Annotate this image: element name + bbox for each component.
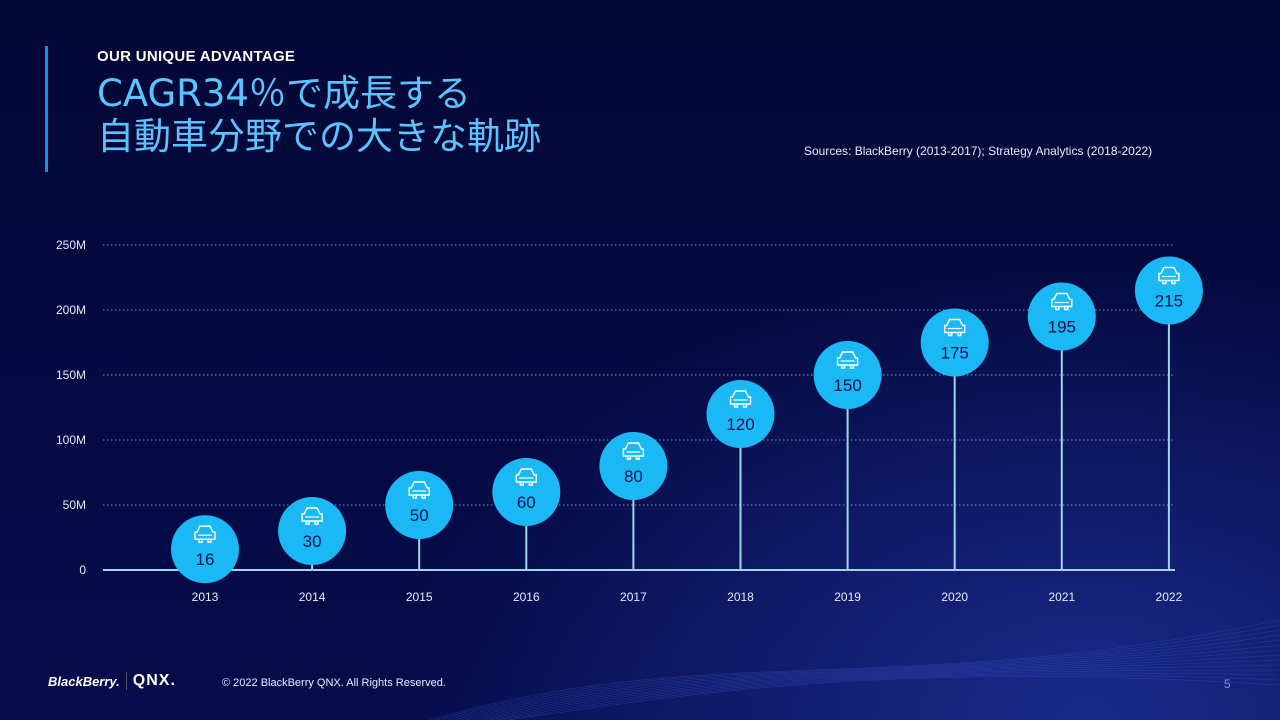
x-tick-label: 2018 — [727, 590, 754, 604]
car-icon — [1158, 266, 1180, 285]
data-label: 215 — [1155, 292, 1183, 311]
marker-circle — [599, 432, 668, 500]
data-label: 80 — [624, 467, 643, 486]
car-icon — [944, 318, 966, 337]
car-body — [944, 318, 966, 337]
car-body — [622, 442, 645, 460]
marker-circle — [278, 497, 347, 565]
car-body — [729, 390, 752, 408]
car-body — [1051, 292, 1073, 311]
y-tick-label: 150M — [56, 368, 86, 382]
car-body — [194, 525, 216, 543]
data-label: 195 — [1048, 318, 1076, 337]
y-tick-label: 200M — [56, 303, 86, 317]
x-tick-label: 2013 — [192, 590, 219, 604]
accent-bar — [45, 46, 48, 172]
wave-line — [471, 654, 1280, 720]
data-label: 60 — [517, 493, 536, 512]
y-tick-label: 100M — [56, 433, 86, 447]
marker-circle — [706, 380, 775, 448]
logo: BlackBerry. QNX. — [48, 672, 176, 690]
data-label: 150 — [833, 376, 861, 395]
x-axis: 2013 2014 2015 2016 2017 2018 2019 2020 2021 2022 — [192, 590, 1183, 604]
eyebrow: OUR UNIQUE ADVANTAGE — [97, 48, 296, 65]
car-icon — [515, 468, 537, 486]
data-marks: 16 30 50 60 80 120 150 175 195 215 — [171, 256, 1203, 584]
car-icon — [622, 442, 645, 460]
car-icon — [301, 507, 323, 525]
car-icon — [836, 351, 859, 369]
wave-line — [495, 672, 1280, 720]
logo-brand: BlackBerry. — [48, 673, 120, 689]
x-tick-label: 2015 — [406, 590, 433, 604]
grid — [103, 244, 1175, 571]
marker-circle — [171, 515, 239, 584]
x-tick-label: 2017 — [620, 590, 647, 604]
x-tick-label: 2014 — [299, 590, 326, 604]
data-label: 30 — [303, 532, 322, 551]
marker-circle — [813, 341, 882, 409]
x-tick-label: 2022 — [1156, 590, 1183, 604]
marker-circle — [1027, 282, 1096, 351]
marker-circle — [920, 308, 989, 377]
x-tick-label: 2016 — [513, 590, 540, 604]
copyright: © 2022 BlackBerry QNX. All Rights Reserv… — [222, 677, 446, 689]
x-tick-label: 2020 — [941, 590, 968, 604]
wave-line — [501, 674, 1280, 720]
wave-line — [453, 639, 1280, 720]
car-body — [301, 507, 323, 525]
page-number: 5 — [1224, 677, 1231, 691]
decorative-waves — [429, 619, 1280, 720]
sources-note: Sources: BlackBerry (2013-2017); Strateg… — [804, 144, 1153, 158]
wave-line — [441, 629, 1280, 720]
marker-circle — [385, 471, 454, 539]
car-icon — [1051, 292, 1073, 311]
car-body — [408, 481, 430, 499]
y-tick-label: 250M — [56, 238, 86, 252]
wave-line — [477, 659, 1280, 720]
y-axis: 0 50M 100M 150M 200M 250M — [56, 238, 86, 577]
car-body — [515, 468, 537, 486]
wave-line — [483, 664, 1280, 720]
page-title: CAGR34％で成長する 自動車分野での大きな軌跡 — [97, 72, 541, 158]
car-body — [1158, 266, 1180, 285]
data-label: 50 — [410, 506, 429, 525]
x-tick-label: 2021 — [1048, 590, 1075, 604]
x-tick-label: 2019 — [834, 590, 861, 604]
wave-line — [459, 644, 1280, 720]
y-tick-label: 0 — [79, 563, 86, 577]
wave-line — [465, 649, 1280, 720]
car-icon — [729, 390, 752, 408]
data-label: 120 — [726, 415, 754, 434]
car-icon — [194, 525, 216, 543]
y-tick-label: 50M — [63, 498, 86, 512]
car-body — [836, 351, 859, 369]
logo-product: QNX. — [125, 672, 176, 690]
wave-line — [447, 634, 1280, 720]
marker-circle — [1134, 256, 1203, 325]
wave-line — [507, 676, 1280, 720]
data-label: 175 — [941, 344, 969, 363]
title-line-1: CAGR34％で成長する — [97, 72, 471, 115]
wave-line — [429, 619, 1280, 720]
wave-line — [489, 669, 1280, 720]
title-line-2: 自動車分野での大きな軌跡 — [97, 115, 541, 158]
wave-line — [435, 624, 1280, 720]
data-label: 16 — [196, 550, 215, 569]
car-icon — [408, 481, 430, 499]
marker-circle — [492, 458, 561, 526]
